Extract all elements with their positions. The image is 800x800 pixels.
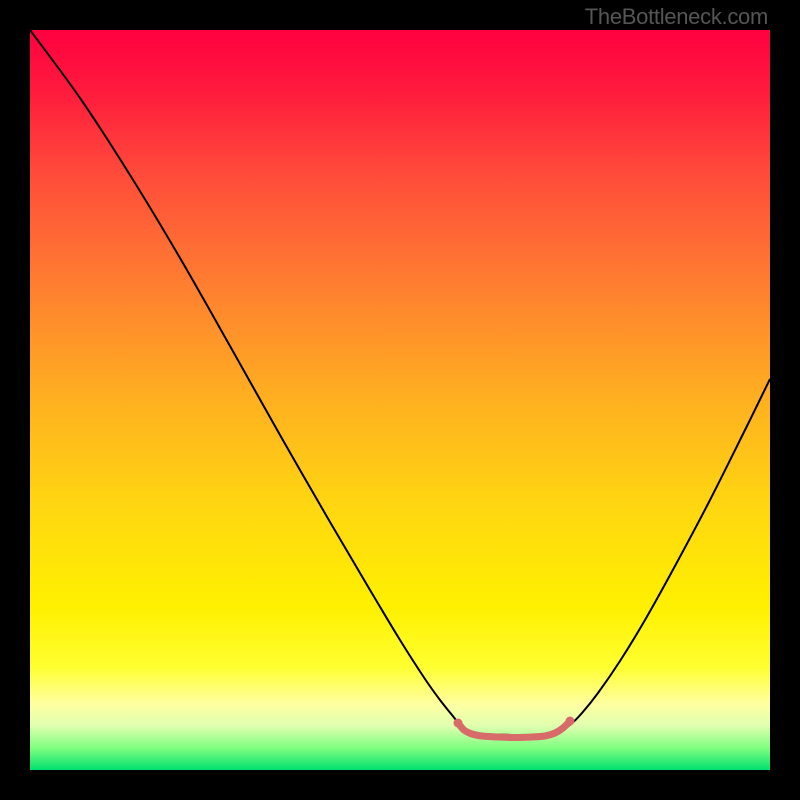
bottom-marker-curve <box>458 721 570 738</box>
marker-dot-left <box>454 719 463 728</box>
plot-area <box>30 30 770 770</box>
watermark: TheBottleneck.com <box>585 4 768 30</box>
curve-layer <box>30 30 770 770</box>
bottleneck-curve <box>30 30 770 735</box>
marker-dot-right <box>566 717 575 726</box>
